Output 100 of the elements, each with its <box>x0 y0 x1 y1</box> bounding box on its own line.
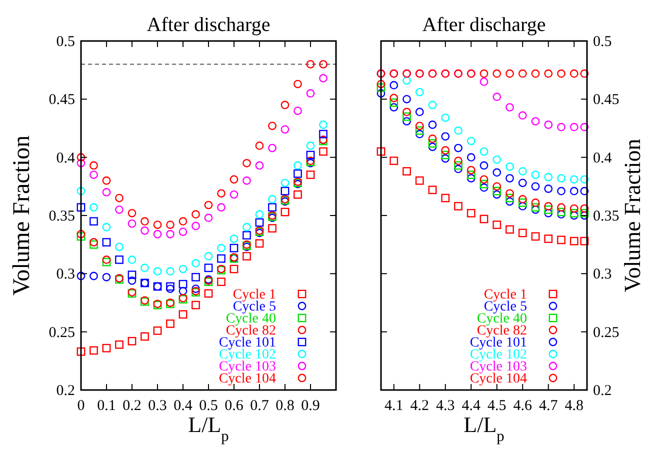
point <box>230 234 238 243</box>
y-tick-label: 0.25 <box>593 324 620 341</box>
point <box>319 147 328 156</box>
point <box>255 210 264 219</box>
point <box>466 208 476 218</box>
legend-label: Cycle 102 <box>470 348 527 362</box>
point <box>454 161 462 170</box>
point <box>441 194 450 202</box>
point <box>415 108 424 116</box>
legend-label: Cycle 82 <box>226 324 276 338</box>
x-tick-label: 0.9 <box>301 398 320 414</box>
point <box>76 232 86 241</box>
point <box>441 132 450 141</box>
point <box>217 189 226 198</box>
point <box>166 282 174 291</box>
point <box>428 134 437 143</box>
y-tick-label: 0.5 <box>56 34 75 50</box>
point <box>441 150 450 160</box>
point <box>402 112 411 121</box>
point <box>76 153 86 162</box>
point <box>294 80 302 88</box>
point <box>166 319 174 328</box>
y-tick-label: 0.35 <box>593 208 620 224</box>
point <box>390 98 398 107</box>
point <box>480 147 488 156</box>
point <box>128 208 136 218</box>
point <box>506 197 514 206</box>
point <box>76 272 86 280</box>
point <box>390 156 398 166</box>
point <box>390 103 398 112</box>
legend-label: Cycle 40 <box>476 312 527 326</box>
point <box>557 210 566 219</box>
point <box>90 170 98 179</box>
point <box>280 100 290 110</box>
point <box>518 111 527 120</box>
point <box>140 332 149 341</box>
point <box>294 161 302 170</box>
y-tick-label: 0.3 <box>56 266 75 283</box>
point <box>402 167 411 176</box>
point <box>376 147 386 156</box>
point <box>178 286 188 296</box>
point <box>492 186 502 196</box>
x-axis-title: L/L$_{p}$ <box>188 412 230 444</box>
x-tick-label: 4.2 <box>410 398 429 414</box>
point <box>102 256 111 264</box>
point <box>402 117 411 126</box>
point <box>166 284 174 293</box>
point <box>319 120 328 129</box>
point <box>415 122 424 130</box>
x-tick-label: 4.7 <box>539 398 558 414</box>
point <box>192 222 200 230</box>
point <box>454 126 462 135</box>
point <box>255 218 264 227</box>
point <box>402 108 411 116</box>
point <box>580 69 589 78</box>
point <box>492 190 502 199</box>
point <box>544 202 553 210</box>
point <box>466 166 476 174</box>
point <box>415 88 424 96</box>
point <box>192 272 200 282</box>
point <box>544 184 553 193</box>
point <box>242 222 251 232</box>
point <box>557 186 566 196</box>
point <box>166 267 174 276</box>
point <box>280 186 290 196</box>
point <box>192 258 200 268</box>
point <box>294 106 302 115</box>
point <box>268 144 276 152</box>
point <box>230 264 238 274</box>
point <box>454 164 462 174</box>
legend-label: Cycle 101 <box>218 336 276 350</box>
point <box>544 208 553 218</box>
point <box>140 264 149 272</box>
point <box>90 203 98 212</box>
point <box>415 176 424 185</box>
point <box>506 162 514 171</box>
point <box>153 220 162 230</box>
point <box>115 205 124 214</box>
point <box>230 175 238 184</box>
legend-label: Cycle 5 <box>484 300 527 314</box>
point <box>153 267 162 276</box>
x-tick-label: 0.8 <box>276 398 294 414</box>
point <box>306 89 315 98</box>
x-tick-label: 4.5 <box>488 398 506 414</box>
point <box>102 176 111 185</box>
x-tick-label: 0.7 <box>250 398 270 414</box>
y-tick-label: 0.4 <box>593 150 612 166</box>
point <box>178 310 188 319</box>
point <box>570 236 578 246</box>
point <box>255 161 264 170</box>
x-axis-title: L/L$_{p}$ <box>464 412 505 444</box>
point <box>544 205 553 214</box>
x-tick-label: 4.3 <box>436 398 455 414</box>
point <box>570 204 578 213</box>
point <box>580 186 589 196</box>
chart-title: After discharge <box>146 14 270 36</box>
y-axis-title: Volume Fraction <box>9 135 35 296</box>
point <box>90 272 98 280</box>
point <box>102 188 111 196</box>
point <box>90 240 98 249</box>
